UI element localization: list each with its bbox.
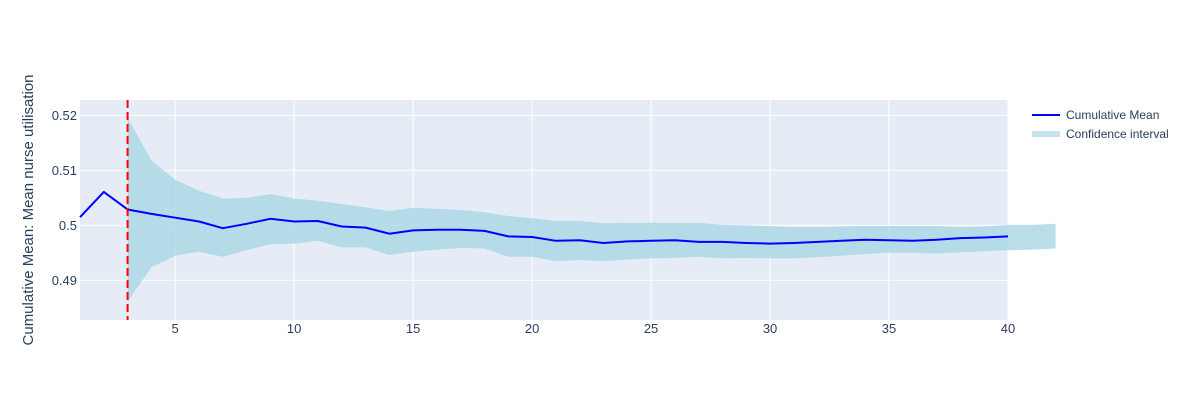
x-tick-label: 20 [525, 321, 539, 336]
x-tick-label: 30 [763, 321, 777, 336]
x-tick-label: 15 [406, 321, 420, 336]
legend[interactable]: Cumulative Mean Confidence interval [1032, 108, 1169, 141]
x-tick-label: 40 [1001, 321, 1015, 336]
x-tick-label: 35 [882, 321, 896, 336]
y-tick-label: 0.51 [52, 163, 77, 178]
x-axis-ticks: 5 10 15 20 25 30 35 40 [172, 321, 1016, 336]
y-tick-label: 0.52 [52, 108, 77, 123]
x-tick-label: 5 [172, 321, 179, 336]
legend-label-confidence-interval: Confidence interval [1066, 127, 1169, 141]
y-axis-ticks: 0.49 0.5 0.51 0.52 [52, 108, 77, 288]
y-tick-label: 0.49 [52, 273, 77, 288]
confidence-interval-area [127, 117, 1056, 302]
cumulative-mean-series [79, 190, 1009, 245]
y-axis-title: Cumulative Mean: Mean nurse utilisation [20, 75, 37, 346]
cumulative-mean-line [79, 190, 1009, 245]
x-tick-label: 10 [287, 321, 301, 336]
y-tick-label: 0.5 [59, 218, 77, 233]
legend-label-cumulative-mean: Cumulative Mean [1066, 108, 1159, 122]
confidence-band [127, 117, 1056, 302]
x-tick-label: 25 [644, 321, 658, 336]
